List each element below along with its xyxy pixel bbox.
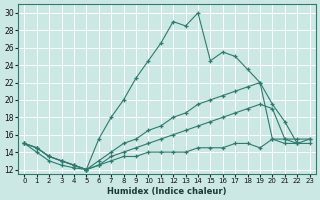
X-axis label: Humidex (Indice chaleur): Humidex (Indice chaleur): [107, 187, 227, 196]
